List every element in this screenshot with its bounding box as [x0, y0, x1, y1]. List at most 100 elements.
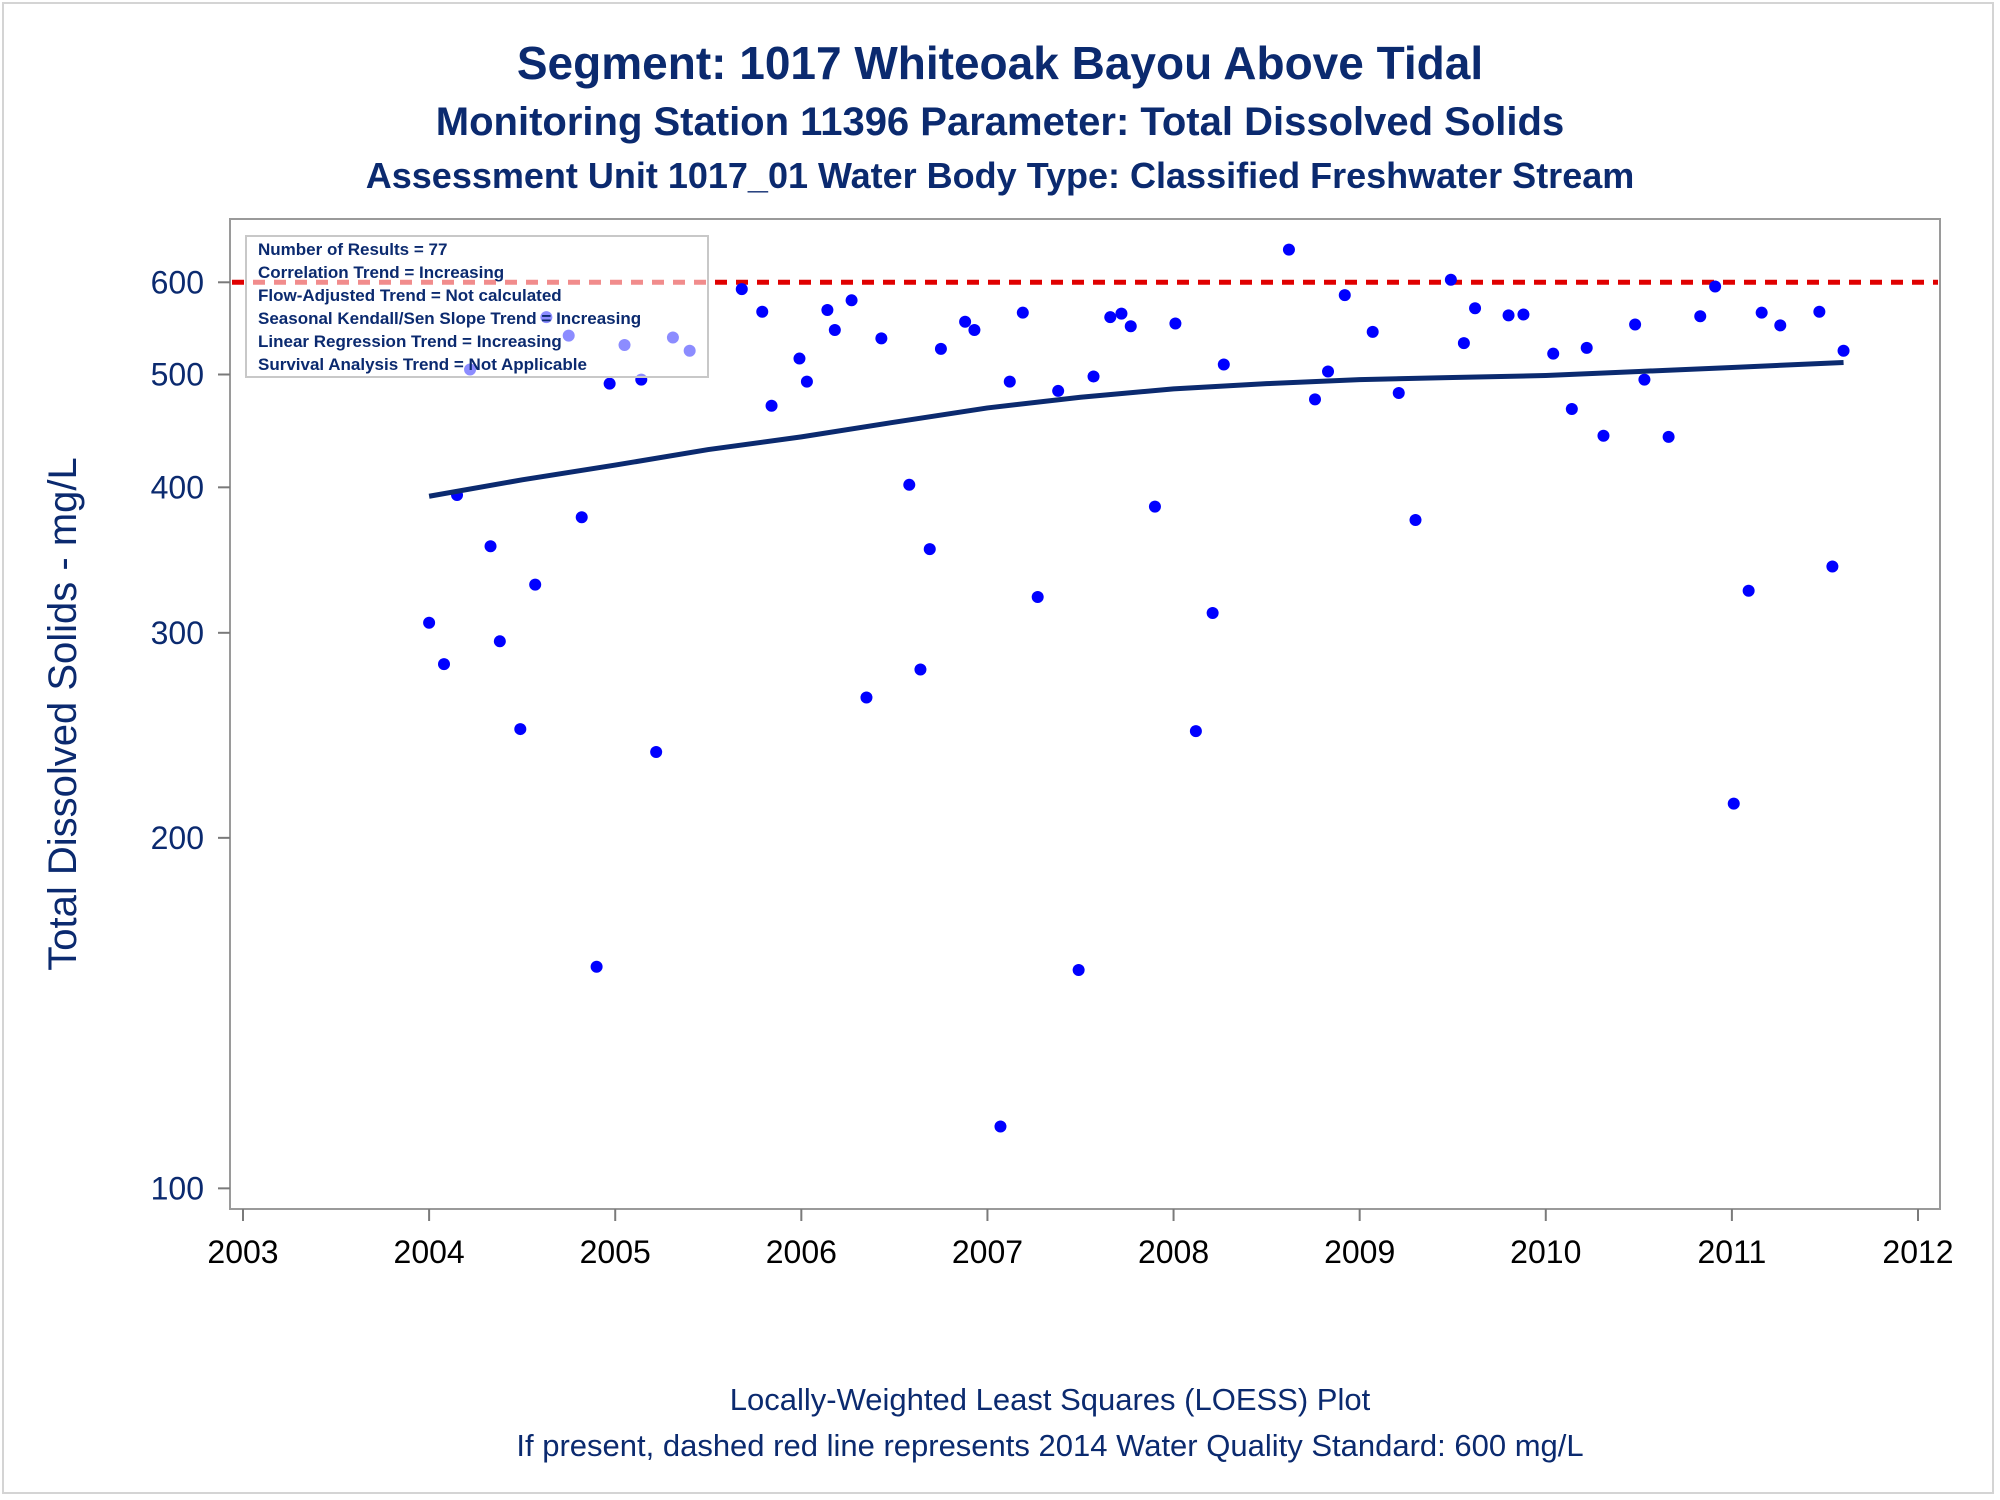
y-tick-label: 600 [151, 264, 204, 300]
data-point [493, 635, 506, 648]
y-tick-label: 300 [151, 615, 204, 651]
data-point [1366, 325, 1379, 338]
data-point [923, 543, 936, 556]
stats-seasonal-kendall-trend: Seasonal Kendall/Sen Slope Trend = Incre… [258, 309, 641, 328]
data-point [1638, 373, 1651, 386]
data-point [1016, 306, 1029, 319]
data-point [1547, 347, 1560, 360]
data-point [821, 304, 834, 317]
data-point [423, 616, 436, 629]
data-point [735, 283, 748, 296]
y-tick-label: 400 [151, 469, 204, 505]
data-point [1104, 311, 1117, 324]
chart-subtitle-assessment: Assessment Unit 1017_01 Water Body Type:… [365, 155, 1635, 196]
data-point [1813, 305, 1826, 318]
data-point [529, 578, 542, 591]
data-point [1282, 243, 1295, 256]
footnote-loess: Locally-Weighted Least Squares (LOESS) P… [729, 1382, 1371, 1417]
x-tick-label: 2008 [1138, 1234, 1209, 1270]
data-point [1469, 302, 1482, 315]
data-point [1206, 606, 1219, 619]
data-point [1502, 309, 1515, 322]
data-point [514, 723, 527, 736]
data-point [765, 399, 778, 412]
x-tick-label: 2003 [207, 1234, 278, 1270]
data-point [484, 540, 497, 553]
data-point [1072, 964, 1085, 977]
data-point [875, 332, 888, 345]
x-tick-label: 2007 [952, 1234, 1023, 1270]
data-point [1124, 320, 1137, 333]
data-point [1409, 513, 1422, 526]
data-point [934, 342, 947, 355]
data-point [1709, 280, 1722, 293]
data-point [603, 377, 616, 390]
data-point [756, 305, 769, 318]
data-point [1392, 387, 1405, 400]
data-point [1457, 337, 1470, 350]
data-point [1629, 318, 1642, 331]
data-point [1742, 584, 1755, 597]
data-point [1189, 725, 1202, 738]
data-point [914, 663, 927, 676]
data-point [793, 352, 806, 365]
data-point [590, 960, 603, 973]
y-tick-label: 200 [151, 820, 204, 856]
x-tick-label: 2006 [766, 1234, 837, 1270]
data-point [1444, 273, 1457, 286]
stats-correlation-trend: Correlation Trend = Increasing [258, 263, 504, 282]
data-point [1148, 500, 1161, 513]
data-point [1727, 797, 1740, 810]
data-point [1774, 319, 1787, 332]
data-point [1322, 365, 1335, 378]
data-point [968, 323, 981, 336]
data-point [1052, 384, 1065, 397]
x-tick-label: 2010 [1510, 1234, 1581, 1270]
data-point [845, 294, 858, 307]
data-point [1565, 403, 1578, 416]
stats-flow-adjusted-trend: Flow-Adjusted Trend = Not calculated [258, 286, 562, 305]
data-points [423, 243, 1850, 1133]
data-point [1597, 429, 1610, 442]
y-tick-label: 100 [151, 1170, 204, 1206]
x-tick-label: 2009 [1324, 1234, 1395, 1270]
data-point [1087, 370, 1100, 383]
stats-survival-analysis-trend: Survival Analysis Trend = Not Applicable [258, 355, 587, 374]
data-point [800, 375, 813, 388]
plot-area [229, 218, 1941, 1210]
chart-title: Segment: 1017 Whiteoak Bayou Above Tidal [516, 37, 1484, 89]
data-point [1662, 430, 1675, 443]
data-point [1826, 560, 1839, 573]
x-tick-label: 2012 [1882, 1234, 1953, 1270]
data-point [1169, 317, 1182, 330]
data-point [650, 746, 663, 759]
stats-box-border [245, 235, 709, 378]
data-point [1755, 306, 1768, 319]
data-point [438, 658, 450, 671]
stats-linear-regression-trend: Linear Regression Trend = Increasing [258, 332, 562, 351]
data-point [1031, 591, 1044, 604]
y-axis-label: Total Dissolved Solids - mg/L [41, 457, 85, 971]
stats-box: Number of Results = 77 Correlation Trend… [245, 235, 709, 378]
loess-curve [428, 359, 1844, 499]
data-point [1003, 375, 1016, 388]
x-tick-label: 2011 [1697, 1234, 1766, 1270]
footnote-standard: If present, dashed red line represents 2… [516, 1428, 1584, 1463]
data-point [994, 1120, 1007, 1133]
y-axis: 100 200 300 400 500 600 [151, 264, 230, 1206]
x-tick-label: 2005 [580, 1234, 651, 1270]
x-tick-label: 2004 [394, 1234, 465, 1270]
data-point [903, 478, 916, 491]
data-point [1115, 307, 1128, 320]
data-point [1694, 310, 1707, 323]
data-point [1517, 308, 1530, 321]
data-point [1580, 341, 1593, 354]
y-tick-label: 500 [151, 356, 204, 392]
data-point [860, 691, 873, 704]
x-axis: 2003 2004 2005 2006 2007 2008 2009 2010 2011 2012 [207, 1209, 1954, 1270]
stats-results-count: Number of Results = 77 [258, 240, 447, 259]
data-point [1309, 393, 1321, 406]
data-point [1837, 344, 1850, 357]
data-point [575, 511, 588, 524]
